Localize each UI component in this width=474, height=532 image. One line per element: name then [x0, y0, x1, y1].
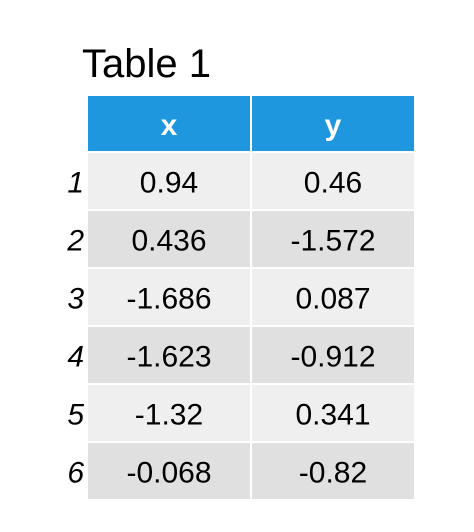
body-cell	[88, 327, 250, 383]
body-cell	[88, 211, 250, 267]
body-cell	[252, 269, 414, 325]
row-label: 2	[66, 225, 84, 258]
row-label: 1	[67, 167, 84, 200]
header-cell	[88, 96, 250, 151]
body-cell	[252, 385, 414, 441]
cell-value: 0.46	[304, 167, 362, 200]
column-header: y	[325, 109, 342, 142]
body-cell	[252, 153, 414, 209]
cell-value: -0.912	[290, 341, 375, 374]
body-cell	[252, 443, 414, 499]
header-cell	[252, 96, 414, 151]
body-cell	[252, 327, 414, 383]
cell-value: 0.087	[295, 283, 370, 316]
cell-value: -1.32	[135, 399, 203, 432]
cell-value: -0.82	[299, 457, 367, 490]
cell-value: -1.572	[290, 225, 375, 258]
row-label: 6	[67, 457, 84, 490]
cell-value: 0.341	[295, 399, 370, 432]
row-label: 5	[67, 399, 84, 432]
body-cell	[88, 269, 250, 325]
body-cell	[88, 153, 250, 209]
row-label: 4	[67, 341, 84, 374]
cell-value: -0.068	[126, 457, 211, 490]
cell-value: -1.686	[126, 283, 211, 316]
row-label: 3	[67, 283, 84, 316]
column-header: x	[161, 109, 178, 142]
cell-value: 0.436	[131, 225, 206, 258]
cell-value: -1.623	[126, 341, 211, 374]
body-cell	[88, 385, 250, 441]
body-cell	[252, 211, 414, 267]
table-title: Table 1	[82, 42, 211, 86]
body-cell	[88, 443, 250, 499]
cell-value: 0.94	[140, 167, 198, 200]
